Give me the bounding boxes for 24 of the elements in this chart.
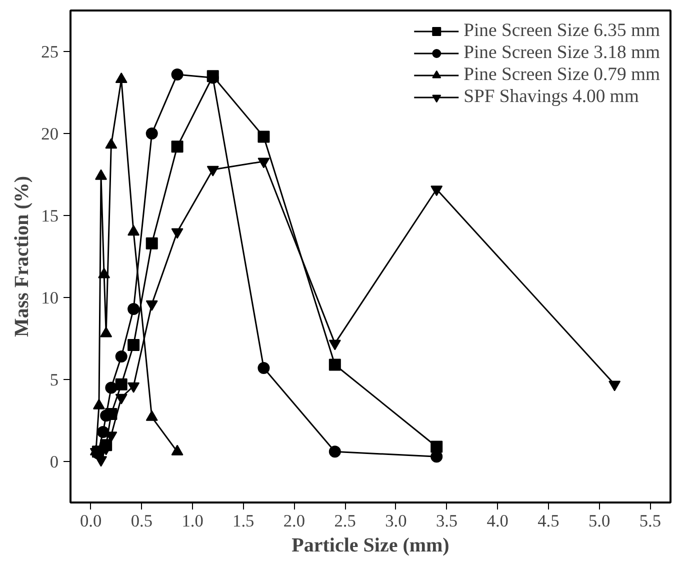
x-tick-label: 5.5 [639,512,662,530]
y-tick-label: 25 [41,42,58,62]
y-tick-label: 20 [41,124,58,144]
x-tick-label: 0.0 [80,512,102,530]
x-tick-label: 2.5 [334,512,356,530]
legend-label: Pine Screen Size 3.18 mm [464,42,660,64]
x-tick-label: 1.0 [182,512,204,530]
y-axis-title: Mass Fraction (%) [11,176,34,338]
x-axis-title: Particle Size (mm) [292,534,450,556]
y-tick-label: 10 [41,288,58,308]
x-tick-label: 4.5 [538,512,560,530]
x-tick-label: 3.5 [436,512,458,530]
x-tick-label: 5.0 [588,512,610,530]
x-tick-label: 0.5 [130,512,153,530]
y-tick-label: 5 [50,370,59,390]
y-tick-label: 0 [50,452,59,472]
x-tick-label: 4.0 [486,512,508,530]
x-tick-label: 3.0 [385,512,407,530]
y-tick-label: 15 [41,206,58,226]
legend-label: SPF Shavings 4.00 mm [464,86,639,108]
x-tick-label: 2.0 [283,512,306,530]
legend-label: Pine Screen Size 0.79 mm [464,64,660,86]
legend-label: Pine Screen Size 6.35 mm [464,20,660,42]
x-tick-label: 1.5 [232,512,254,530]
